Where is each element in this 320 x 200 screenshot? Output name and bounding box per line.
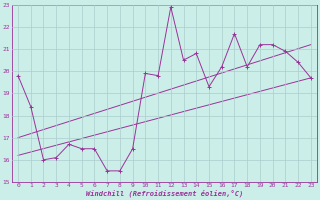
X-axis label: Windchill (Refroidissement éolien,°C): Windchill (Refroidissement éolien,°C): [86, 190, 243, 197]
